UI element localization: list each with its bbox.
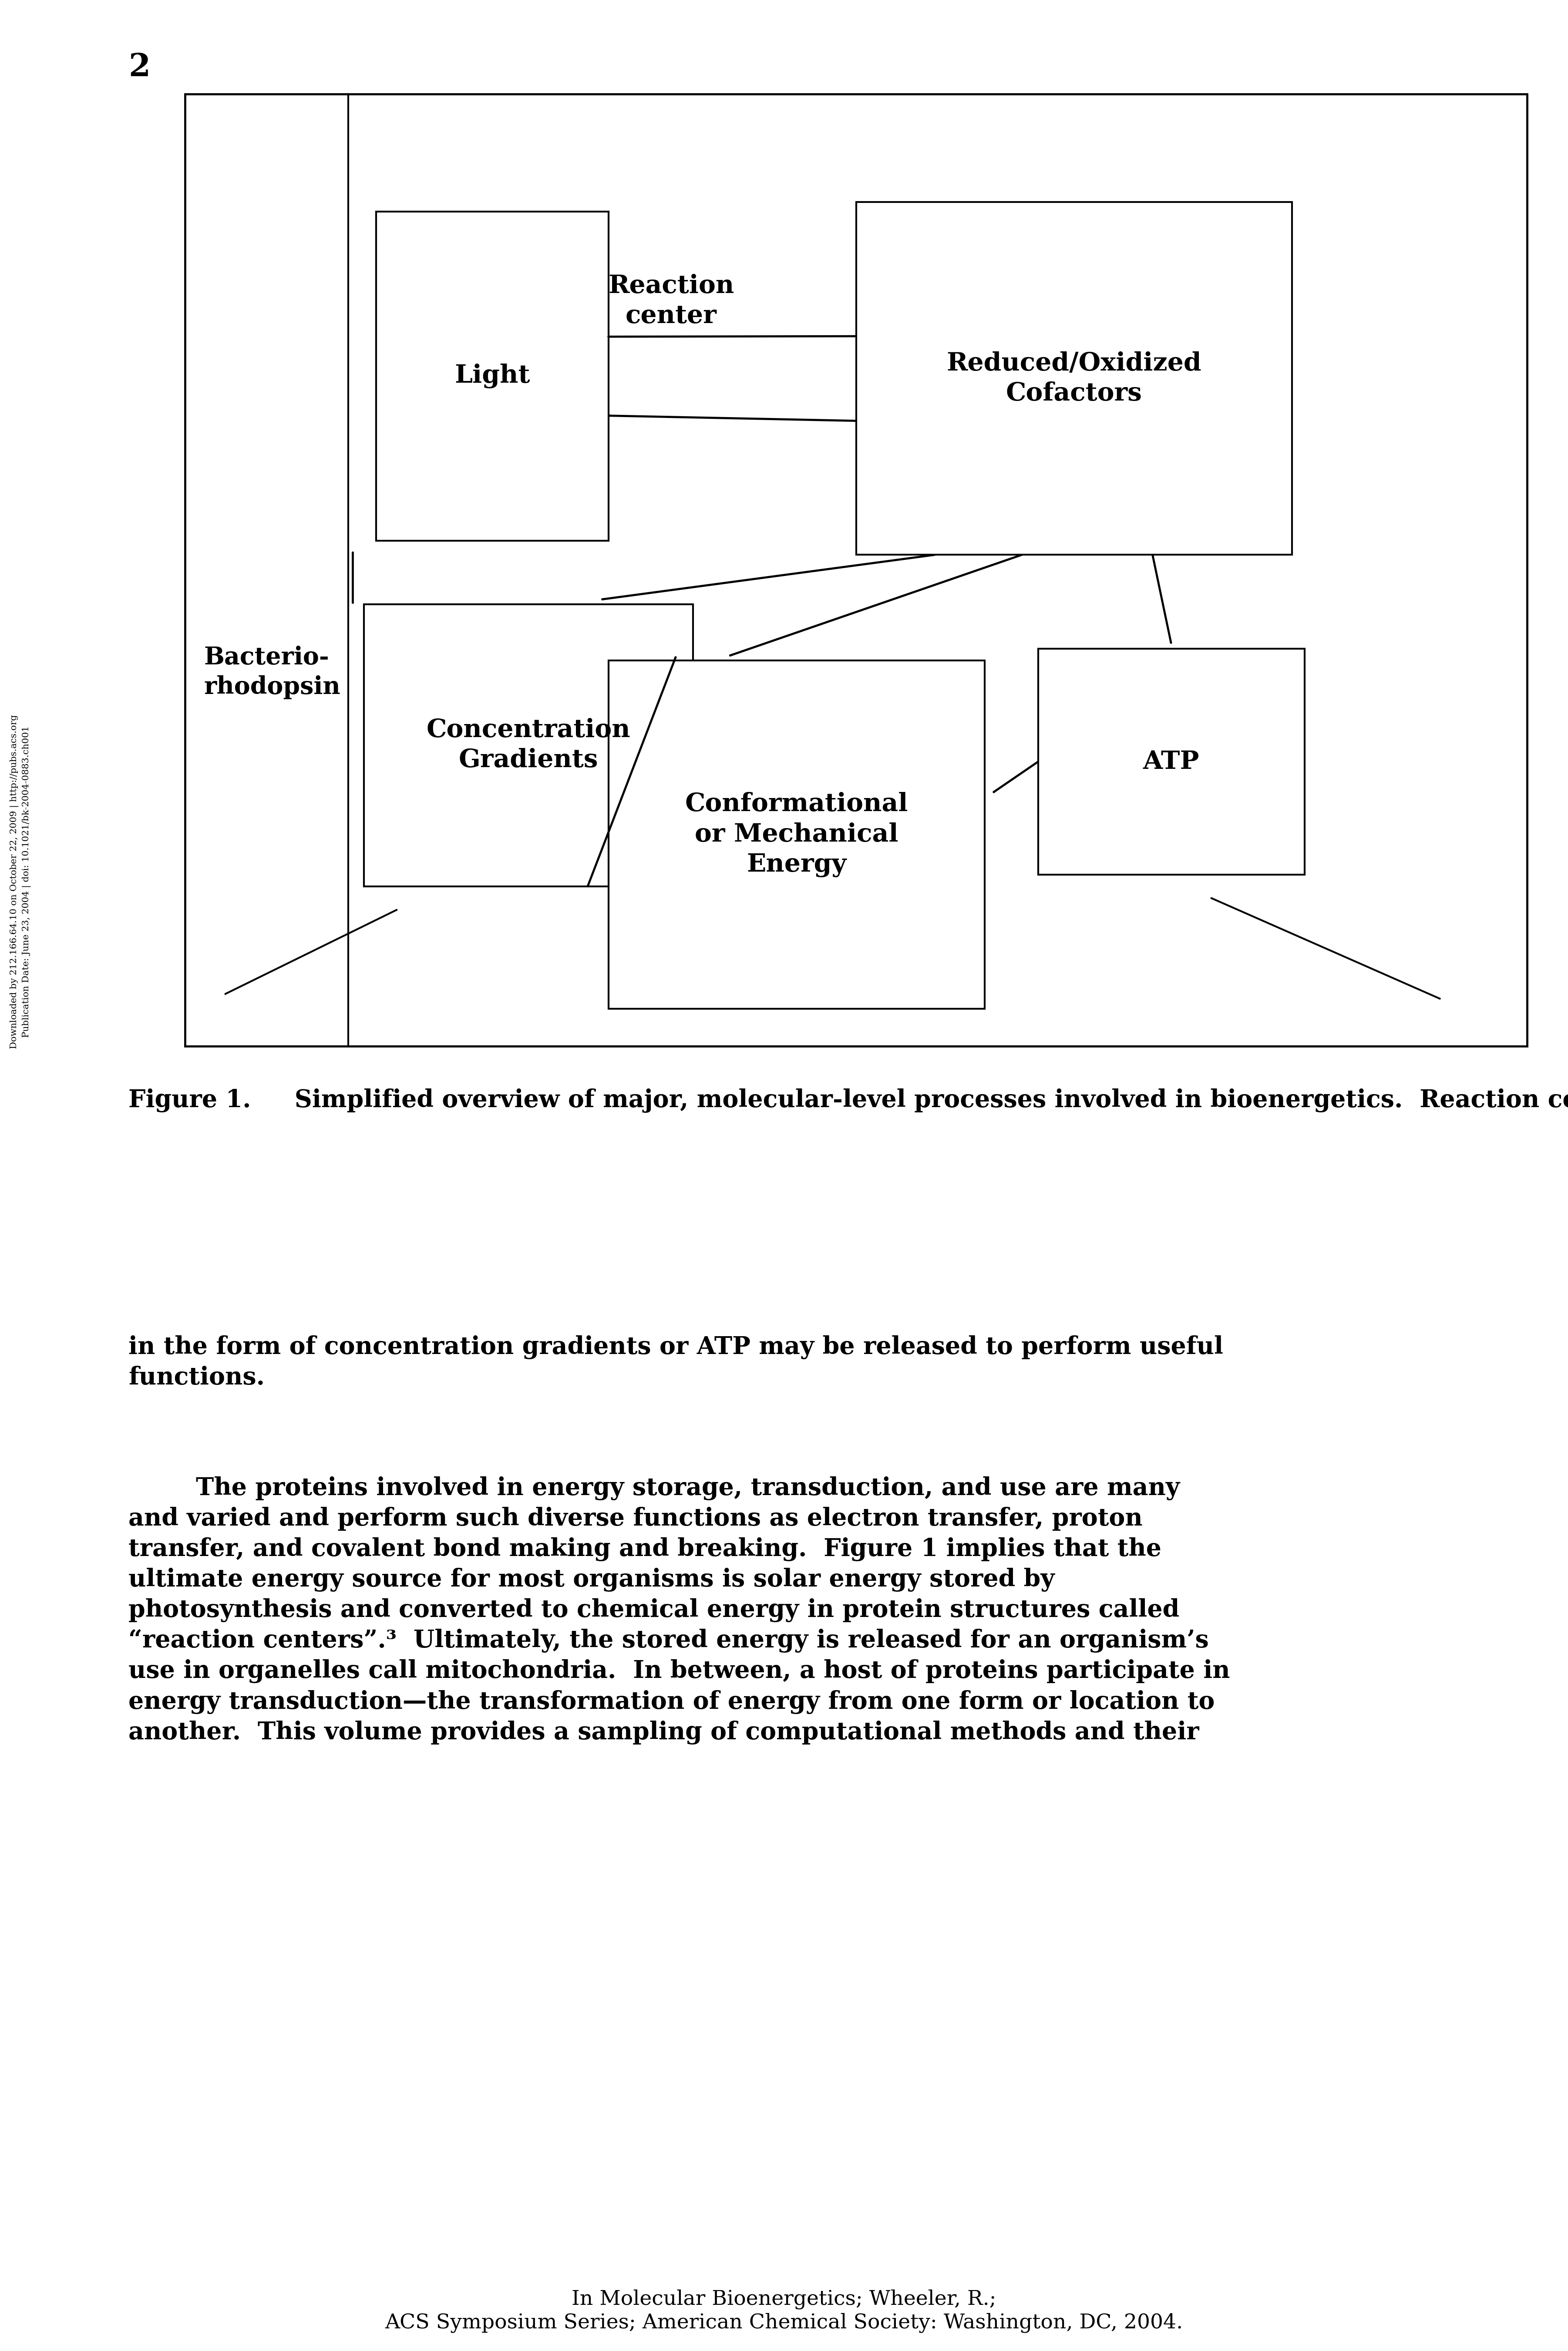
Bar: [608, 661, 985, 1009]
Text: in the form of concentration gradients or ATP may be released to perform useful
: in the form of concentration gradients o…: [129, 1335, 1223, 1389]
Text: Reduced/Oxidized
Cofactors: Reduced/Oxidized Cofactors: [947, 350, 1201, 407]
Text: In Molecular Bioenergetics; Wheeler, R.;: In Molecular Bioenergetics; Wheeler, R.;: [572, 2290, 996, 2309]
Bar: [376, 212, 608, 541]
Text: ACS Symposium Series; American Chemical Society: Washington, DC, 2004.: ACS Symposium Series; American Chemical …: [386, 2313, 1182, 2332]
Text: Light: Light: [455, 364, 530, 388]
Text: Simplified overview of major, molecular-level processes involved in bioenergetic: Simplified overview of major, molecular-…: [278, 1089, 1568, 1112]
Bar: [364, 604, 693, 886]
Text: The proteins involved in energy storage, transduction, and use are many
and vari: The proteins involved in energy storage,…: [129, 1476, 1231, 1744]
Text: Bacterio-
rhodopsin: Bacterio- rhodopsin: [204, 647, 340, 698]
Bar: [185, 94, 1527, 1046]
Bar: [856, 202, 1292, 555]
Text: ATP: ATP: [1143, 750, 1200, 773]
Text: Figure 1.: Figure 1.: [129, 1089, 251, 1112]
Text: Downloaded by 212.166.64.10 on October 22, 2009 | http://pubs.acs.org
Publicatio: Downloaded by 212.166.64.10 on October 2…: [9, 715, 31, 1049]
Bar: [1038, 649, 1305, 875]
Text: Concentration
Gradients: Concentration Gradients: [426, 717, 630, 773]
Text: 2: 2: [129, 52, 151, 82]
Text: Reaction
center: Reaction center: [608, 273, 734, 329]
Text: Conformational
or Mechanical
Energy: Conformational or Mechanical Energy: [685, 792, 908, 877]
